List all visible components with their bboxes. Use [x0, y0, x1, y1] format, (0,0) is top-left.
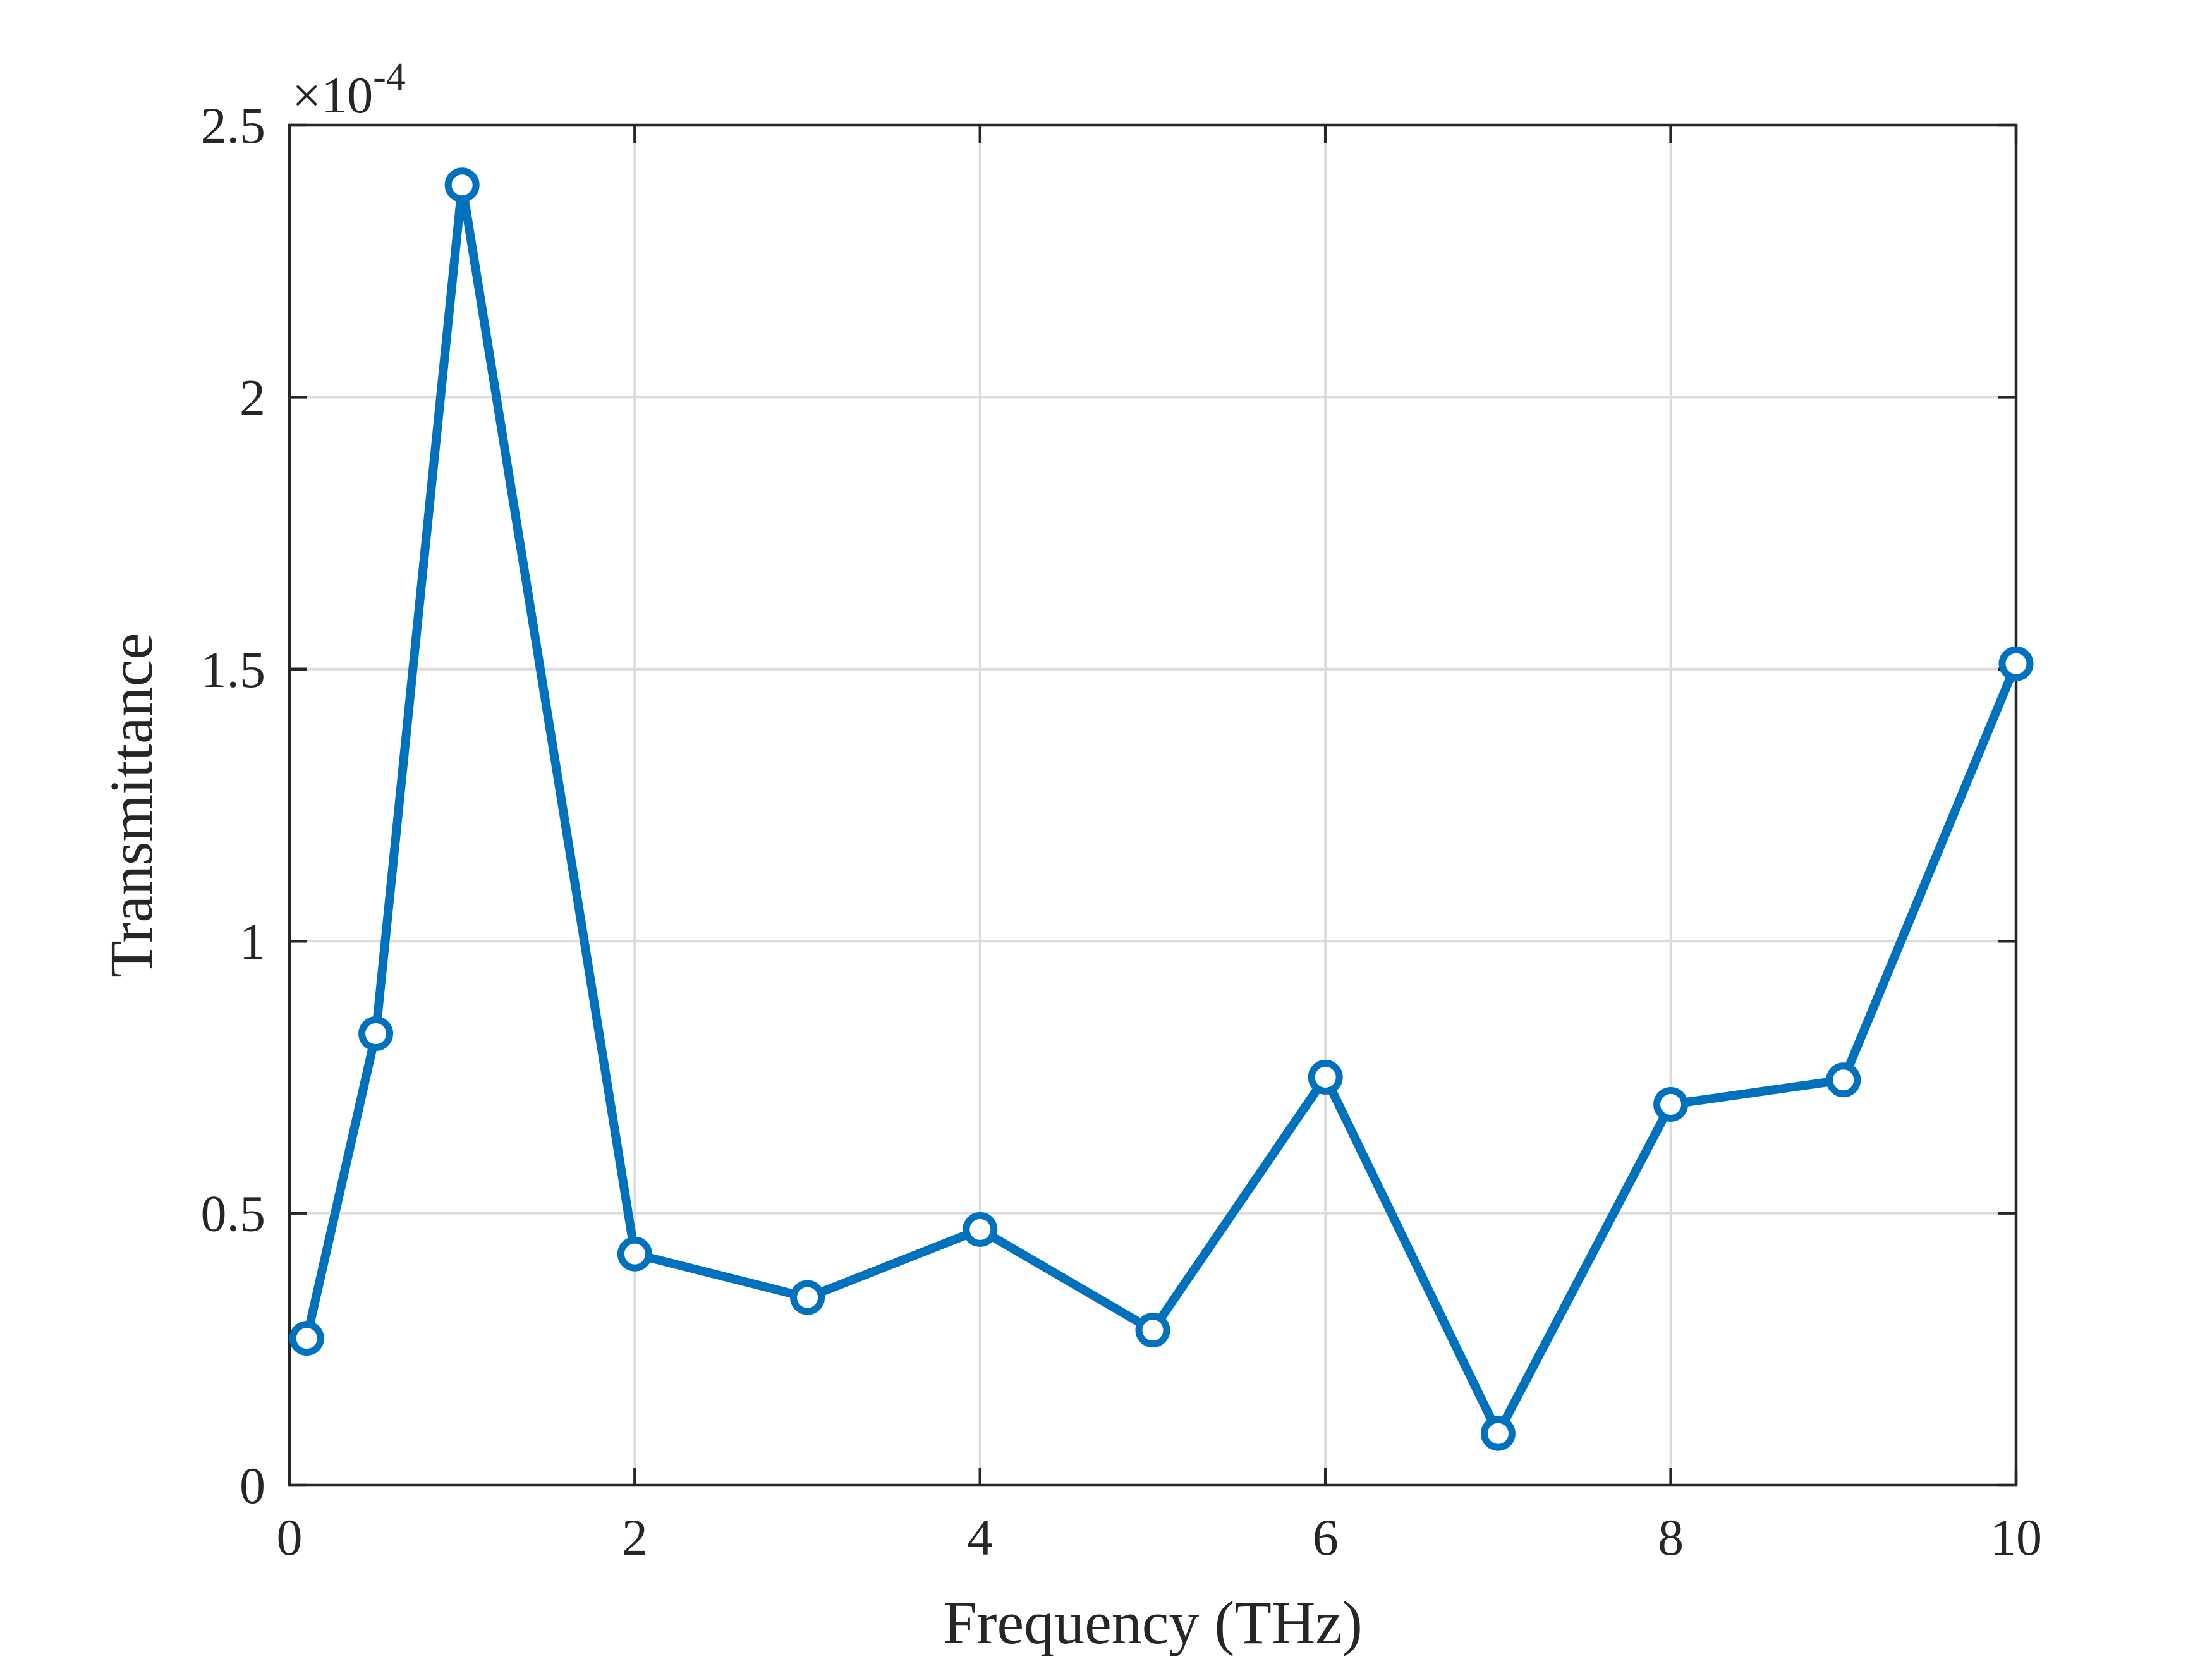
y-axis-exponent-base: ×10	[292, 66, 373, 124]
data-point	[963, 1212, 998, 1247]
y-tick-label: 0	[240, 1457, 265, 1514]
series-line	[302, 180, 2021, 1438]
data-point	[790, 1280, 825, 1315]
y-axis-label: Transmittance	[97, 633, 165, 978]
data-point	[444, 167, 480, 203]
y-tick-labels: 0 0.5 1 1.5 2 2.5	[201, 97, 266, 1514]
y-tick-label: 1.5	[201, 641, 266, 698]
x-tick-label: 8	[1658, 1509, 1684, 1566]
y-tick-label: 0.5	[201, 1185, 266, 1243]
data-point	[1308, 1059, 1343, 1095]
tick-marks	[288, 123, 2018, 1487]
data-point	[1998, 646, 2034, 681]
data-point	[289, 1321, 324, 1356]
plot-area-border	[288, 123, 2018, 1487]
x-tick-label: 10	[1990, 1509, 2042, 1566]
y-axis-exponent: ×10-4	[292, 56, 406, 124]
data-point	[1135, 1313, 1170, 1348]
data-point	[1653, 1086, 1689, 1122]
x-tick-label: 4	[967, 1509, 993, 1566]
data-point	[358, 1016, 394, 1052]
x-axis-label: Frequency (THz)	[943, 1589, 1363, 1656]
y-axis-exponent-power: -4	[373, 56, 406, 99]
data-point	[1480, 1416, 1516, 1451]
y-tick-label: 2	[240, 368, 265, 426]
x-tick-labels: 0 2 4 6 8 10	[277, 1509, 2043, 1566]
grid-lines	[289, 125, 2016, 1485]
y-tick-label: 1	[240, 913, 265, 970]
x-tick-label: 2	[622, 1509, 648, 1566]
data-series	[289, 167, 2034, 1451]
x-tick-label: 6	[1313, 1509, 1339, 1566]
data-point	[1826, 1062, 1861, 1098]
data-point	[617, 1236, 652, 1272]
x-tick-label: 0	[277, 1509, 303, 1566]
y-tick-label: 2.5	[201, 97, 266, 154]
